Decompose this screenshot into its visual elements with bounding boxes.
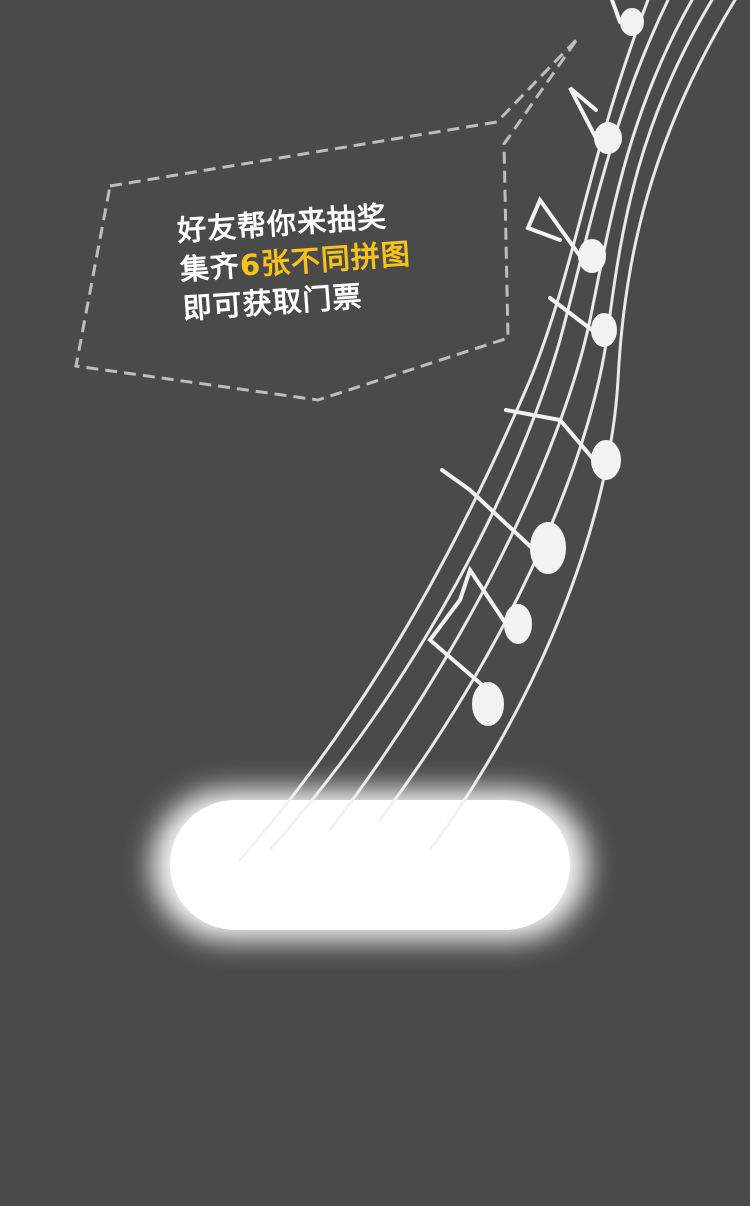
tip-text-block: 好友帮你来抽奖 集齐6张不同拼图 即可获取门票 [176, 196, 415, 329]
tip-line-2-prefix: 集齐 [178, 248, 242, 287]
spotlight-core [170, 800, 570, 930]
